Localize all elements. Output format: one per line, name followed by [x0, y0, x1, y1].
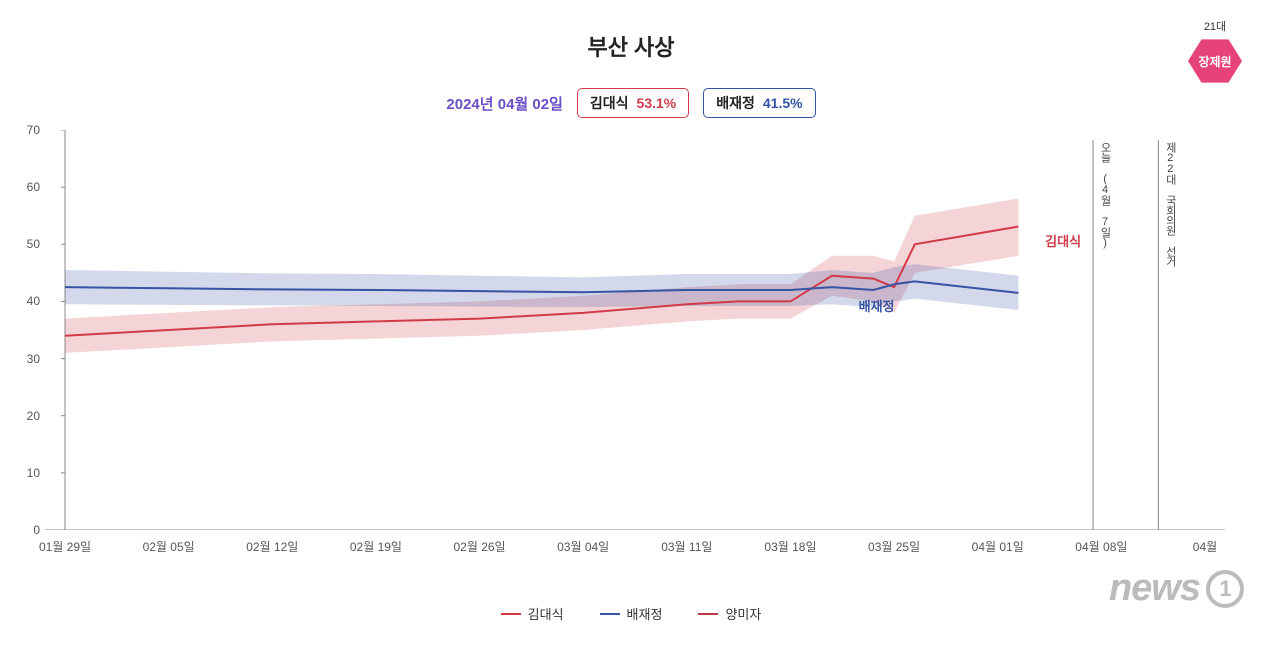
watermark-text: news: [1109, 567, 1200, 610]
reference-line-label: 오늘 (4월 7일): [1097, 142, 1113, 248]
y-tick-label: 10: [10, 466, 40, 480]
badge-super: 21대: [1188, 18, 1242, 34]
chart-plot-area: [45, 130, 1225, 530]
x-axis: 01월 29일02월 05일02월 12일02월 19일02월 26일03월 0…: [45, 538, 1225, 558]
legend-item: 배재정: [600, 604, 663, 623]
pill-name: 김대식: [590, 93, 629, 113]
x-tick-label: 03월 18일: [764, 538, 816, 555]
reference-line-label: 제22대 국회의원 선거: [1162, 142, 1178, 266]
legend-item: 김대식: [501, 604, 564, 623]
x-tick-label: 02월 19일: [350, 538, 402, 555]
chart-legend: 김대식 배재정 양미자: [0, 604, 1262, 623]
x-tick-label: 03월 11일: [661, 538, 712, 555]
watermark-suffix: 1: [1206, 570, 1244, 608]
pill-pct: 53.1%: [637, 95, 677, 111]
legend-swatch: [698, 613, 718, 615]
y-tick-label: 0: [10, 523, 40, 537]
x-tick-label: 02월 12일: [246, 538, 298, 555]
chart-title: 부산 사상: [0, 30, 1262, 62]
x-tick-label: 04월: [1193, 538, 1217, 555]
y-axis: 010203040506070: [10, 130, 40, 530]
y-tick-label: 40: [10, 294, 40, 308]
x-tick-label: 04월 08일: [1075, 538, 1127, 555]
legend-swatch: [501, 613, 521, 615]
x-tick-label: 02월 05일: [143, 538, 195, 555]
pill-name: 배재정: [716, 93, 755, 113]
x-tick-label: 03월 25일: [868, 538, 920, 555]
x-tick-label: 02월 26일: [453, 538, 505, 555]
hexagon-badge: 장제원: [1188, 37, 1242, 85]
x-tick-label: 01월 29일: [39, 538, 91, 555]
y-tick-label: 60: [10, 180, 40, 194]
sub-header: 2024년 04월 02일 김대식 53.1% 배재정 41.5%: [0, 88, 1262, 118]
series-end-label: 김대식: [1045, 231, 1081, 250]
candidate-pill-bae: 배재정 41.5%: [703, 88, 815, 118]
legend-label: 양미자: [725, 604, 761, 623]
pill-pct: 41.5%: [763, 95, 803, 111]
snapshot-date: 2024년 04월 02일: [446, 93, 562, 114]
y-tick-label: 30: [10, 352, 40, 366]
legend-item: 양미자: [698, 604, 761, 623]
y-tick-label: 50: [10, 237, 40, 251]
watermark: news 1: [1109, 567, 1244, 610]
incumbent-badge: 21대 장제원: [1188, 18, 1242, 85]
candidate-pill-kim: 김대식 53.1%: [577, 88, 689, 118]
legend-label: 배재정: [627, 604, 663, 623]
legend-swatch: [600, 613, 620, 615]
x-tick-label: 03월 04일: [557, 538, 609, 555]
poll-chart-container: 부산 사상 21대 장제원 2024년 04월 02일 김대식 53.1% 배재…: [0, 0, 1262, 645]
y-tick-label: 70: [10, 123, 40, 137]
legend-label: 김대식: [528, 604, 564, 623]
y-tick-label: 20: [10, 409, 40, 423]
x-tick-label: 04월 01일: [972, 538, 1024, 555]
series-end-label: 배재정: [859, 296, 895, 315]
